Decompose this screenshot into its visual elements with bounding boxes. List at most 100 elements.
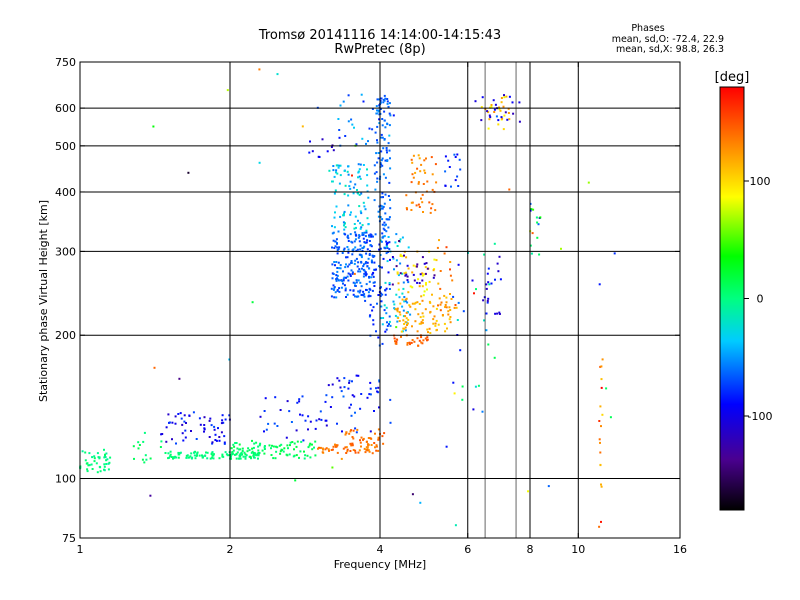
- scatter-point: [373, 268, 376, 271]
- scatter-point: [304, 454, 307, 457]
- scatter-point: [302, 439, 305, 442]
- scatter-point: [405, 311, 408, 314]
- scatter-point: [336, 252, 339, 255]
- scatter-point: [411, 271, 414, 274]
- scatter-point: [432, 322, 435, 325]
- scatter-point: [433, 258, 436, 261]
- scatter-point: [347, 173, 350, 176]
- scatter-point: [250, 451, 253, 454]
- scatter-point: [373, 410, 375, 412]
- scatter-point: [487, 343, 490, 346]
- scatter-point: [344, 184, 347, 187]
- scatter-point: [84, 451, 87, 454]
- scatter-point: [198, 454, 201, 457]
- scatter-point: [404, 298, 407, 301]
- scatter-point: [350, 260, 353, 262]
- scatter-point: [210, 424, 213, 427]
- scatter-point: [384, 289, 387, 292]
- scatter-point: [360, 254, 363, 257]
- scatter-point: [338, 279, 341, 282]
- scatter-point: [394, 340, 396, 343]
- scatter-point: [105, 463, 108, 465]
- scatter-point: [395, 259, 398, 262]
- scatter-point: [389, 207, 392, 210]
- scatter-point: [253, 452, 255, 455]
- scatter-point: [98, 456, 101, 459]
- scatter-point: [405, 194, 408, 197]
- scatter-point: [387, 105, 390, 108]
- scatter-point: [444, 155, 447, 158]
- scatter-point: [369, 437, 372, 440]
- scatter-point: [366, 168, 368, 171]
- scatter-point: [388, 218, 391, 221]
- scatter-point: [420, 341, 423, 344]
- scatter-point: [401, 236, 404, 239]
- scatter-point: [96, 452, 99, 455]
- scatter-point: [417, 181, 420, 184]
- scatter-point: [343, 228, 346, 231]
- scatter-point: [209, 457, 212, 460]
- scatter-point: [407, 291, 410, 294]
- scatter-point: [144, 454, 147, 457]
- scatter-point: [352, 293, 355, 296]
- scatter-point: [402, 319, 405, 322]
- scatter-point: [344, 289, 347, 292]
- scatter-point: [287, 447, 289, 450]
- scatter-point: [357, 219, 359, 222]
- scatter-point: [362, 275, 365, 278]
- scatter-point: [438, 297, 441, 300]
- scatter-point: [368, 267, 370, 270]
- scatter-point: [149, 494, 152, 497]
- scatter-point: [407, 246, 410, 249]
- scatter-point: [252, 454, 255, 457]
- scatter-point: [365, 273, 368, 276]
- scatter-point: [325, 424, 328, 427]
- scatter-point: [547, 485, 550, 488]
- scatter-point: [396, 245, 399, 247]
- scatter-point: [360, 260, 363, 263]
- scatter-point: [346, 170, 349, 173]
- colorbar-ticks: 100 0 -100: [744, 175, 772, 423]
- scatter-point: [332, 445, 335, 448]
- scatter-point: [461, 398, 464, 401]
- scatter-point: [393, 303, 396, 306]
- scatter-point: [141, 458, 144, 461]
- scatter-point: [381, 136, 384, 139]
- scatter-point: [375, 268, 377, 271]
- scatter-point: [93, 460, 96, 463]
- scatter-point: [410, 158, 413, 161]
- scatter-point: [497, 270, 500, 273]
- scatter-point: [471, 279, 474, 282]
- scatter-point: [368, 315, 371, 318]
- scatter-point: [425, 157, 427, 160]
- scatter-point: [294, 479, 297, 482]
- chart-subtitle: RwPretec (8p): [334, 42, 425, 57]
- scatter-point: [386, 151, 388, 154]
- scatter-point: [336, 444, 339, 447]
- scatter-point: [206, 451, 209, 454]
- scatter-point: [258, 161, 261, 164]
- scatter-point: [500, 97, 503, 99]
- scatter-point: [358, 205, 361, 208]
- scatter-point: [351, 394, 354, 397]
- scatter-point: [95, 462, 98, 465]
- scatter-point: [386, 321, 388, 324]
- scatter-point: [301, 414, 304, 417]
- scatter-point: [354, 183, 357, 186]
- scatter-point: [454, 179, 457, 182]
- scatter-point: [411, 173, 414, 176]
- scatter-point: [196, 454, 198, 457]
- scatter-point: [371, 128, 374, 131]
- scatter-point: [358, 175, 361, 178]
- scatter-point: [395, 338, 398, 341]
- scatter-point: [421, 272, 424, 275]
- scatter-point: [352, 281, 355, 284]
- scatter-point: [406, 342, 409, 344]
- scatter-point: [366, 443, 369, 446]
- scatter-point: [421, 193, 424, 196]
- scatter-point: [258, 68, 261, 71]
- scatter-point: [435, 181, 438, 184]
- scatter-point: [426, 328, 429, 331]
- scatter-point: [351, 442, 354, 445]
- scatter-point: [377, 449, 380, 452]
